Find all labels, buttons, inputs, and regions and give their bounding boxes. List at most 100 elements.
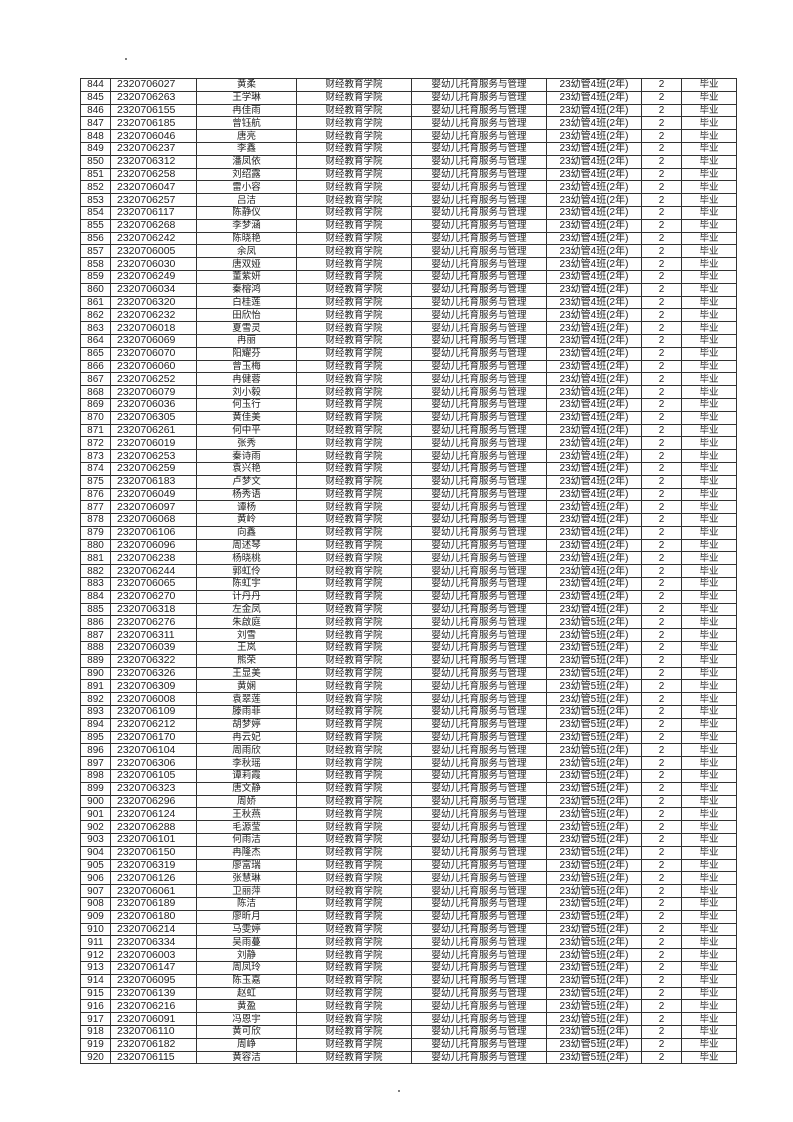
row-number: 880 (80, 538, 111, 553)
graduation-status: 毕业 (681, 474, 737, 489)
graduation-status: 毕业 (681, 730, 737, 745)
table-row: 868 2320706079 刘小毅 财经教育学院 婴幼儿托育服务与管理 23幼管4班(2… (80, 385, 737, 399)
table-row: 905 2320706319 廖富瑞 财经教育学院 婴幼儿托育服务与管理 23幼管5班(2… (80, 858, 737, 873)
student-id: 2320706008 (110, 692, 197, 707)
major: 婴幼儿托育服务与管理 (411, 333, 547, 348)
college: 财经教育学院 (296, 1024, 412, 1039)
study-years: 2 (641, 577, 682, 591)
graduation-status: 毕业 (681, 628, 737, 643)
major: 婴幼儿托育服务与管理 (411, 769, 547, 783)
student-id: 2320706288 (110, 820, 197, 835)
college: 财经教育学院 (296, 794, 412, 809)
college: 财经教育学院 (296, 577, 412, 591)
row-number: 897 (80, 756, 111, 771)
major: 婴幼儿托育服务与管理 (411, 116, 547, 131)
student-id: 2320706306 (110, 756, 197, 771)
class-name: 23幼管5班(2年) (546, 973, 642, 988)
class-name: 23幼管5班(2年) (546, 1037, 642, 1052)
student-id: 2320706104 (110, 743, 197, 758)
class-name: 23幼管5班(2年) (546, 897, 642, 911)
student-id: 2320706101 (110, 833, 197, 847)
study-years: 2 (641, 257, 682, 271)
row-number: 881 (80, 551, 111, 566)
graduation-status: 毕业 (681, 1012, 737, 1026)
row-number: 903 (80, 833, 111, 847)
graduation-status: 毕业 (681, 321, 737, 335)
row-number: 890 (80, 666, 111, 681)
class-name: 23幼管5班(2年) (546, 705, 642, 719)
student-name: 赵虹 (196, 986, 297, 1001)
class-name: 23幼管4班(2年) (546, 116, 642, 131)
graduation-status: 毕业 (681, 1024, 737, 1039)
table-row: 874 2320706259 袁兴艳 财经教育学院 婴幼儿托育服务与管理 23幼管4班(2… (80, 461, 737, 476)
graduation-status: 毕业 (681, 244, 737, 259)
major: 婴幼儿托育服务与管理 (411, 1012, 547, 1026)
table-row: 883 2320706065 陈虹宇 财经教育学院 婴幼儿托育服务与管理 23幼管4班(2… (80, 577, 737, 591)
graduation-status: 毕业 (681, 385, 737, 399)
student-name: 胡梦婷 (196, 717, 297, 732)
study-years: 2 (641, 845, 682, 860)
major: 婴幼儿托育服务与管理 (411, 1037, 547, 1052)
study-years: 2 (641, 513, 682, 527)
major: 婴幼儿托育服务与管理 (411, 321, 547, 335)
row-number: 859 (80, 269, 111, 284)
student-name: 卢梦文 (196, 474, 297, 489)
student-id: 2320706270 (110, 589, 197, 604)
student-id: 2320706018 (110, 321, 197, 335)
class-name: 23幼管4班(2年) (546, 257, 642, 271)
college: 财经教育学院 (296, 154, 412, 169)
row-number: 900 (80, 794, 111, 809)
study-years: 2 (641, 628, 682, 643)
major: 婴幼儿托育服务与管理 (411, 154, 547, 169)
row-number: 909 (80, 909, 111, 924)
table-row: 915 2320706139 赵虹 财经教育学院 婴幼儿托育服务与管理 23幼管5班(2年… (80, 986, 737, 1001)
row-number: 899 (80, 781, 111, 796)
college: 财经教育学院 (296, 999, 412, 1014)
student-id: 2320706150 (110, 845, 197, 860)
graduation-status: 毕业 (681, 909, 737, 924)
graduation-status: 毕业 (681, 781, 737, 796)
student-id: 2320706106 (110, 525, 197, 540)
major: 婴幼儿托育服务与管理 (411, 756, 547, 771)
row-number: 894 (80, 717, 111, 732)
major: 婴幼儿托育服务与管理 (411, 346, 547, 361)
class-name: 23幼管4班(2年) (546, 333, 642, 348)
class-name: 23幼管5班(2年) (546, 999, 642, 1014)
graduation-status: 毕业 (681, 666, 737, 681)
major: 婴幼儿托育服务与管理 (411, 973, 547, 988)
study-years: 2 (641, 769, 682, 783)
graduation-status: 毕业 (681, 858, 737, 873)
graduation-status: 毕业 (681, 231, 737, 246)
college: 财经教育学院 (296, 218, 412, 233)
college: 财经教育学院 (296, 385, 412, 399)
student-id: 2320706309 (110, 679, 197, 694)
table-row: 899 2320706323 唐文静 财经教育学院 婴幼儿托育服务与管理 23幼管5班(2… (80, 781, 737, 796)
student-id: 2320706212 (110, 717, 197, 732)
class-name: 23幼管5班(2年) (546, 909, 642, 924)
student-id: 2320706061 (110, 884, 197, 898)
student-name: 阳耀芬 (196, 346, 297, 361)
row-number: 864 (80, 333, 111, 348)
student-id: 2320706182 (110, 1037, 197, 1052)
college: 财经教育学院 (296, 871, 412, 886)
student-name: 马雯婷 (196, 922, 297, 937)
student-name: 冉隆杰 (196, 845, 297, 860)
table-row: 897 2320706306 李秋瑶 财经教育学院 婴幼儿托育服务与管理 23幼管5班(2… (80, 756, 737, 771)
study-years: 2 (641, 641, 682, 655)
student-id: 2320706110 (110, 1024, 197, 1039)
student-id: 2320706320 (110, 295, 197, 310)
major: 婴幼儿托育服务与管理 (411, 372, 547, 387)
table-row: 848 2320706046 唐亮 财经教育学院 婴幼儿托育服务与管理 23幼管4班(2年… (80, 129, 737, 143)
graduation-status: 毕业 (681, 423, 737, 438)
row-number: 855 (80, 218, 111, 233)
college: 财经教育学院 (296, 845, 412, 860)
student-name: 左金凤 (196, 602, 297, 617)
student-name: 秦诗雨 (196, 449, 297, 463)
table-row: 884 2320706270 计丹丹 财经教育学院 婴幼儿托育服务与管理 23幼管4班(2… (80, 589, 737, 604)
row-number: 891 (80, 679, 111, 694)
student-id: 2320706117 (110, 205, 197, 220)
row-number: 879 (80, 525, 111, 540)
row-number: 863 (80, 321, 111, 335)
student-id: 2320706214 (110, 922, 197, 937)
graduation-status: 毕业 (681, 282, 737, 297)
